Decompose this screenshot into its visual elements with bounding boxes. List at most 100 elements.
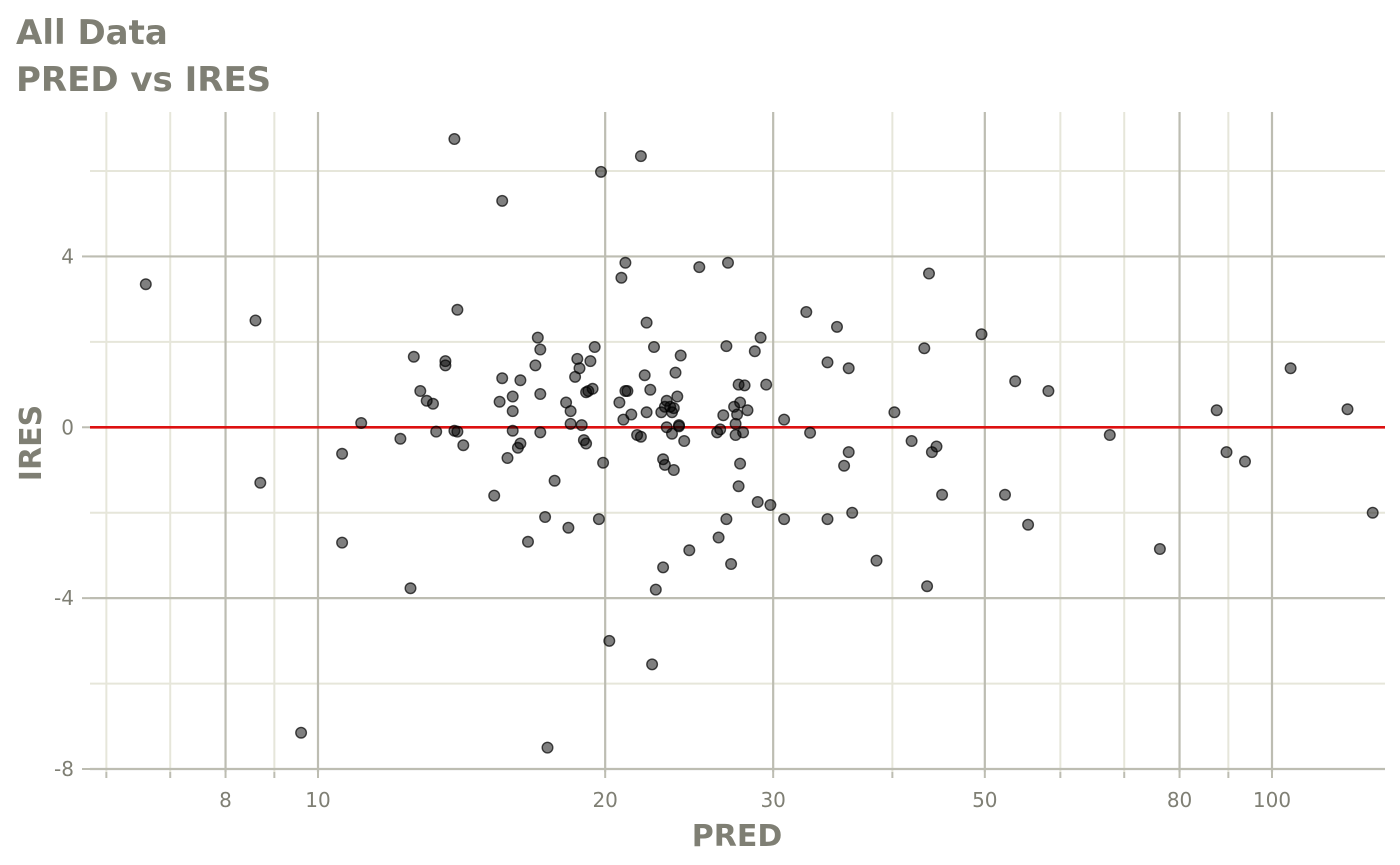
data-point [842,446,855,459]
data-point [671,390,684,403]
data-point [648,341,661,354]
data-point [562,521,575,534]
data-point [522,535,535,548]
data-point [595,165,608,178]
x-tick-label: 20 [592,788,617,812]
data-point [539,511,552,524]
data-point [592,513,605,526]
y-axis-title: IRES [14,405,49,481]
data-point [1238,455,1251,468]
data-point [615,271,628,284]
data-point [918,342,931,355]
data-point [640,316,653,329]
data-point [1042,385,1055,398]
y-tick-label: 4 [61,244,74,268]
data-point [394,432,407,445]
data-point [722,256,735,269]
data-point [738,379,751,392]
data-point [778,513,791,526]
x-tick-label: 8 [219,788,232,812]
data-point [506,390,519,403]
data-point [414,385,427,398]
data-point [923,267,936,280]
data-point [800,306,813,319]
data-point [921,580,934,593]
data-point [451,425,464,438]
data-point [1022,518,1035,531]
data-point [575,419,588,432]
data-point [427,397,440,410]
data-point [717,409,730,422]
data-point [778,413,791,426]
data-point [603,634,616,647]
axes [82,255,1273,778]
data-point [646,658,659,671]
data-point [634,150,647,163]
data-point [649,583,662,596]
data-point [496,194,509,207]
data-point [714,423,727,436]
data-point [754,331,767,344]
data-point [975,328,988,341]
data-point [1341,403,1354,416]
data-point [838,459,851,472]
data-point [573,362,586,375]
data-point [496,372,509,385]
data-point [1103,429,1116,442]
data-point [1366,506,1379,519]
data-point [534,343,547,356]
data-point [760,378,773,391]
data-point [720,513,733,526]
data-point [821,356,834,369]
x-tick-label: 80 [1167,788,1192,812]
data-point [514,437,527,450]
data-point [640,406,653,419]
data-point [407,350,420,363]
data-point [720,340,733,353]
data-point [831,320,844,333]
tick-labels: 8 10 20 30 50 80 100 4 0 -4 -8 [54,244,1291,812]
data-point [638,369,651,382]
y-tick-label: -8 [54,757,74,781]
data-point [634,430,647,443]
data-point [1009,375,1022,388]
data-point [295,726,308,739]
x-tick-label: 30 [760,788,785,812]
data-point [905,435,918,448]
data-point [725,558,738,571]
data-point [580,437,593,450]
data-point [1153,543,1166,556]
data-point [678,435,691,448]
x-tick-label: 50 [972,788,997,812]
data-point [930,440,943,453]
data-point [666,427,679,440]
data-point [734,396,747,409]
data-point [999,488,1012,501]
data-point [249,314,262,327]
data-point [564,417,577,430]
data-point [734,457,747,470]
data-point [667,402,680,415]
data-point [804,426,817,439]
y-tick-label: 0 [61,415,74,439]
data-point [355,417,368,430]
major-gridlines [90,112,1385,772]
data-point [673,419,686,432]
data-point [737,426,750,439]
data-point [534,426,547,439]
data-point [732,480,745,493]
data-point [404,582,417,595]
data-point [514,374,527,387]
data-point [586,382,599,395]
data-point [254,476,267,489]
data-point [936,488,949,501]
data-point [764,499,777,512]
data-point [541,741,554,754]
data-point [597,456,610,469]
data-point [493,395,506,408]
data-point [821,513,834,526]
data-point [531,331,544,344]
data-point [625,408,638,421]
data-point [139,278,152,291]
data-point [534,388,547,401]
